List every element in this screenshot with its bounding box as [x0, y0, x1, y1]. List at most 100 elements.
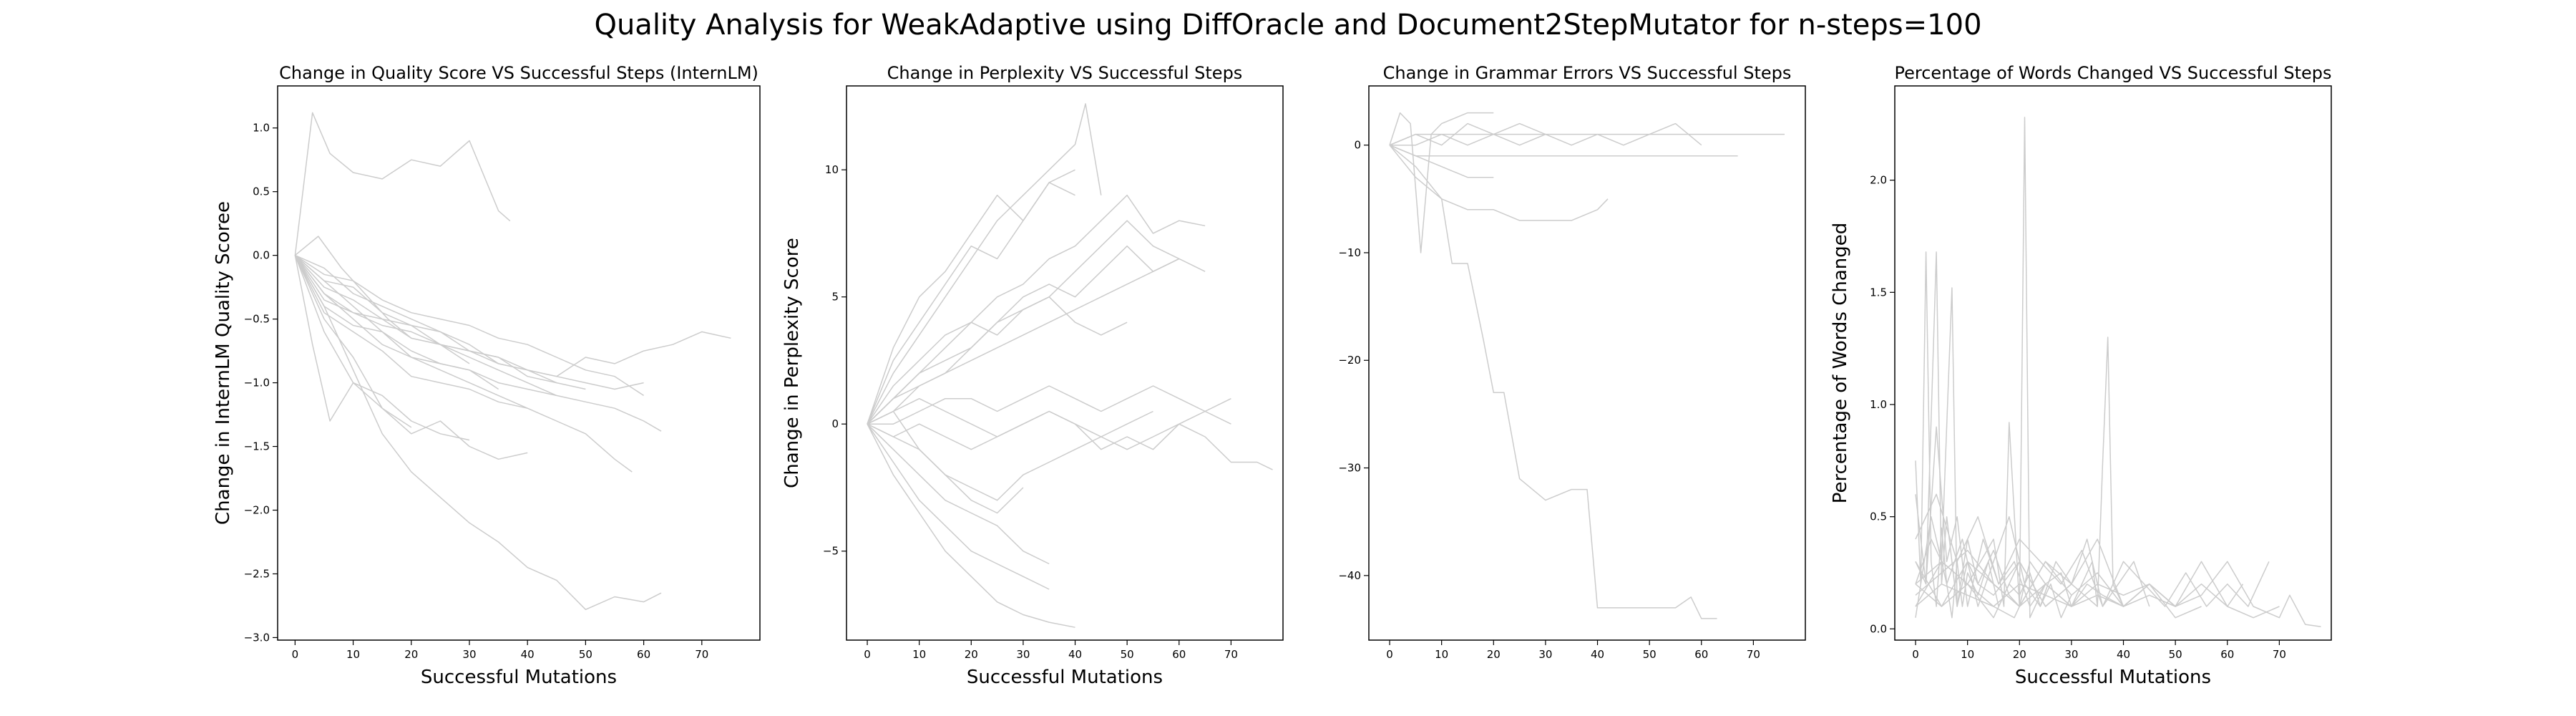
chart-panel-2: Change in Perplexity VS Successful Steps…: [781, 63, 1284, 688]
series-line-8: [1389, 145, 1494, 178]
series-line-5: [1389, 112, 1494, 253]
series-line-1: [867, 103, 1102, 425]
x-tick-label: 0: [864, 648, 871, 661]
series-line-5: [294, 255, 633, 473]
x-tick-label: 60: [2220, 648, 2234, 661]
series-line-11: [294, 255, 528, 409]
x-tick-label: 70: [2273, 648, 2286, 661]
y-tick-label: 2.0: [1870, 174, 1887, 187]
series-line-9: [294, 255, 470, 441]
axes-frame: [1894, 85, 2332, 641]
x-tick-label: 40: [2117, 648, 2130, 661]
x-tick-label: 10: [1961, 648, 1974, 661]
series-line-8: [294, 255, 557, 384]
series-line-14: [294, 255, 644, 390]
y-tick-label: −1.5: [244, 440, 270, 453]
series-group: [294, 112, 731, 611]
y-tick-label: 10: [825, 163, 839, 176]
series-line-6: [1389, 122, 1546, 146]
series-line-12: [1915, 549, 2202, 619]
x-tick-label: 40: [1591, 648, 1604, 661]
x-tick-label: 60: [1172, 648, 1186, 661]
axes-frame: [1368, 85, 1806, 641]
x-axis-label: Successful Mutations: [2015, 667, 2211, 688]
y-axis-label: Percentage of Words Changed: [1830, 223, 1851, 504]
panel-title: Percentage of Words Changed VS Successfu…: [1895, 63, 2332, 83]
x-tick-label: 70: [1747, 648, 1760, 661]
x-tick-label: 60: [637, 648, 650, 661]
x-tick-label: 10: [912, 648, 926, 661]
x-axis-label: Successful Mutations: [421, 667, 617, 688]
y-tick-label: 0.5: [1870, 511, 1887, 523]
x-tick-label: 30: [2064, 648, 2078, 661]
series-line-10: [867, 385, 1231, 425]
series-line-16: [294, 255, 499, 390]
chart-panel-1: Change in Quality Score VS Successful St…: [213, 63, 761, 688]
y-tick-label: −2.0: [244, 504, 270, 517]
x-tick-label: 30: [462, 648, 476, 661]
series-line-11: [1915, 426, 2046, 607]
series-line-8: [1915, 493, 2270, 607]
y-tick-label: −10: [1338, 246, 1361, 259]
figure-title: Quality Analysis for WeakAdaptive using …: [594, 9, 1981, 42]
series-line-6: [294, 255, 528, 460]
x-tick-label: 40: [521, 648, 535, 661]
series-line-12: [867, 296, 1128, 425]
x-axis-label: Successful Mutations: [967, 667, 1163, 688]
series-line-15: [294, 255, 557, 397]
y-tick-label: −20: [1338, 354, 1361, 367]
series-line-2: [1915, 251, 2124, 607]
series-line-4: [294, 255, 662, 432]
series-line-7: [1915, 561, 2321, 627]
series-line-4: [1389, 145, 1609, 221]
panel-title: Change in Perplexity VS Successful Steps: [887, 63, 1243, 83]
x-tick-label: 50: [1121, 648, 1134, 661]
x-tick-label: 60: [1694, 648, 1708, 661]
x-tick-label: 50: [2169, 648, 2182, 661]
axes-frame: [846, 85, 1284, 641]
series-line-13: [294, 255, 412, 428]
y-tick-label: 0: [1354, 139, 1361, 152]
series-line-14: [867, 410, 1231, 450]
x-tick-label: 10: [1435, 648, 1448, 661]
series-line-2: [294, 255, 662, 611]
chart-panel-3: Change in Grammar Errors VS Successful S…: [1338, 63, 1806, 661]
y-axis-label: Change in Perplexity Score: [781, 238, 803, 488]
y-tick-label: −1.0: [244, 377, 270, 390]
y-tick-label: 0.0: [1870, 622, 1887, 635]
panel-title: Change in Quality Score VS Successful St…: [279, 63, 758, 83]
x-tick-label: 30: [1538, 648, 1552, 661]
y-tick-label: 1.0: [1870, 398, 1887, 411]
series-line-2: [1389, 133, 1785, 146]
series-line-6: [867, 423, 1050, 565]
y-tick-label: −5: [823, 545, 839, 558]
series-line-7: [1390, 122, 1702, 146]
series-line-1: [1389, 145, 1717, 619]
axes-frame: [277, 85, 761, 641]
panel-title: Change in Grammar Errors VS Successful S…: [1383, 63, 1792, 83]
y-tick-label: −40: [1338, 569, 1361, 582]
y-tick-label: −30: [1338, 462, 1361, 475]
series-line-13: [867, 410, 1024, 514]
y-tick-label: 1.0: [253, 122, 270, 135]
series-line-16: [867, 258, 1180, 425]
series-group: [867, 103, 1273, 628]
y-tick-label: 0: [831, 417, 839, 430]
series-line-4: [867, 423, 1075, 628]
x-tick-label: 30: [1016, 648, 1030, 661]
series-group: [1915, 117, 2321, 627]
x-tick-label: 0: [1912, 648, 1919, 661]
y-tick-label: 0.0: [253, 249, 270, 262]
x-tick-label: 0: [292, 648, 299, 661]
x-tick-label: 20: [2013, 648, 2026, 661]
series-line-15: [867, 169, 1075, 425]
x-tick-label: 70: [1224, 648, 1238, 661]
x-tick-label: 70: [695, 648, 708, 661]
y-tick-label: −0.5: [244, 313, 270, 326]
x-tick-label: 20: [404, 648, 418, 661]
series-line-2: [867, 194, 1206, 425]
x-tick-label: 0: [1386, 648, 1393, 661]
x-tick-label: 20: [965, 648, 978, 661]
